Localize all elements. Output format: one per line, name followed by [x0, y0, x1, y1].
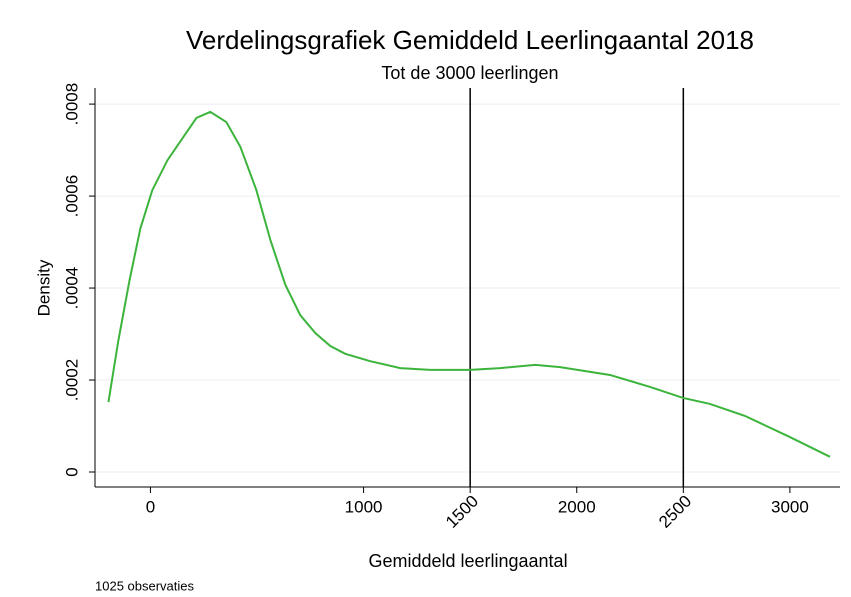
- reference-line-label: 2500: [655, 492, 695, 532]
- y-tick-label: .0006: [62, 175, 81, 218]
- reference-line-label: 1500: [442, 492, 482, 532]
- y-tick-label: .0002: [62, 359, 81, 402]
- x-tick-label: 1000: [345, 497, 383, 516]
- chart-subtitle: Tot de 3000 leerlingen: [381, 63, 558, 83]
- x-tick-label: 2000: [558, 497, 596, 516]
- x-tick-label: 0: [146, 497, 155, 516]
- chart-title: Verdelingsgrafiek Gemiddeld Leerlingaant…: [186, 25, 754, 55]
- x-tick-label: 3000: [771, 497, 809, 516]
- y-tick-label: 0: [62, 467, 81, 476]
- note: 1025 observaties: [95, 578, 195, 593]
- y-tick-label: .0004: [62, 267, 81, 310]
- y-tick-label: .0008: [62, 83, 81, 126]
- y-axis-label: Density: [34, 259, 53, 316]
- density-line: [107, 110, 831, 458]
- x-axis-label: Gemiddeld leerlingaantal: [368, 551, 567, 571]
